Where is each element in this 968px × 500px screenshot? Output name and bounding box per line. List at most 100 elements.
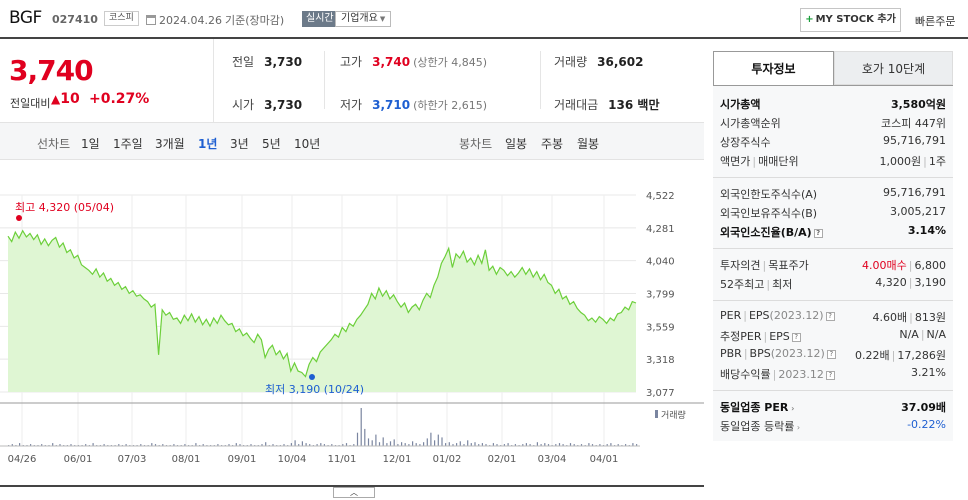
up-triangle-icon: ▲ (51, 92, 61, 106)
candle-daily[interactable]: 일봉 (505, 137, 528, 151)
candle-weekly[interactable]: 주봉 (541, 137, 564, 151)
sector-rate-row: 동일업종 등락률 › -0.22% (720, 418, 946, 436)
date-info: 2024.04.26 기준(장마감) (146, 12, 284, 28)
x-tick-label: 07/03 (118, 454, 147, 465)
foreign-limit-label: 외국인한도주식수(A) (720, 188, 818, 201)
eps-value: 813원 (914, 311, 946, 324)
period-1y[interactable]: 1년 (198, 137, 218, 151)
sector-per-label[interactable]: 동일업종 PER (720, 401, 789, 414)
x-tick-label: 04/26 (8, 454, 37, 465)
target-value: 6,800 (914, 259, 947, 272)
volume-bar (617, 444, 619, 446)
volume-bar (367, 438, 370, 446)
chevron-right-icon: › (794, 423, 801, 432)
tab-orderbook-10[interactable]: 호가 10단계 (834, 51, 953, 85)
cap-rank-value: 코스피 447위 (881, 117, 946, 130)
high-price: 고가 3,740 (상한가 4,845) (340, 53, 487, 70)
separator: | (923, 155, 927, 168)
volume-bar (283, 444, 285, 446)
per-row: PER | EPS(2023.12)? 4.60배 | 813원 (720, 309, 946, 327)
volume-bar (514, 444, 516, 446)
prev-close-label: 전일 (232, 55, 255, 69)
volume-bar (356, 432, 359, 446)
help-icon[interactable]: ? (813, 229, 823, 238)
est-eps-value: N/A (926, 328, 946, 341)
separator: | (763, 330, 768, 343)
volume-bar (492, 443, 494, 446)
candle-monthly[interactable]: 월봉 (577, 137, 600, 151)
plus-icon: + (805, 14, 814, 25)
market-cap-label: 시가총액 (720, 98, 761, 111)
volume-bar (529, 444, 531, 446)
pbr-label: PBR (720, 347, 742, 360)
help-icon[interactable]: ? (826, 350, 836, 359)
volume-bar (272, 444, 274, 446)
tab-investment-info[interactable]: 투자정보 (713, 51, 834, 85)
mystock-add-button[interactable]: + MY STOCK 추가 (800, 8, 901, 32)
cap-rank-row: 시가총액순위 코스피 447위 (720, 115, 946, 133)
volume-bar (441, 437, 443, 446)
help-icon[interactable]: ? (825, 371, 835, 380)
separator: | (752, 155, 757, 168)
period-5y[interactable]: 5년 (262, 137, 281, 151)
chevron-up-icon: ︿ (350, 488, 358, 497)
low-price-value: 3,710 (372, 98, 411, 112)
volume-bar (459, 441, 461, 447)
help-icon[interactable]: ? (791, 333, 801, 342)
help-icon[interactable]: ? (825, 312, 835, 321)
separator: | (772, 368, 777, 381)
volume-bar (503, 444, 505, 446)
y-tick-label: 3,318 (646, 355, 675, 366)
volume-bar (301, 441, 303, 447)
separator: | (909, 311, 913, 324)
stock-code: 027410 (52, 13, 98, 26)
x-tick-label: 06/01 (64, 454, 93, 465)
target-label: 목표주가 (768, 259, 809, 272)
y-tick-label: 4,040 (646, 257, 675, 268)
x-tick-label: 10/04 (278, 454, 307, 465)
opinion-label: 투자의견 (720, 259, 761, 272)
volume-bar (580, 444, 583, 446)
period-3m[interactable]: 3개월 (155, 137, 185, 151)
volume-bar (558, 443, 561, 446)
volume-bar (419, 444, 421, 446)
separator: | (908, 276, 913, 289)
period-10y[interactable]: 10년 (294, 137, 321, 151)
period-1w[interactable]: 1주일 (113, 137, 143, 151)
period-bar: 선차트 1일 1주일 3개월 1년 3년 5년 10년 봉차트 일봉 주봉 월봉 (0, 122, 704, 160)
mystock-add-label: MY STOCK 추가 (815, 14, 896, 25)
period-1d[interactable]: 1일 (81, 137, 100, 151)
foreign-hold-value: 3,005,217 (890, 205, 946, 218)
section-divider (713, 300, 953, 301)
chevron-down-icon: ▼ (379, 15, 386, 23)
volume-bar (382, 437, 384, 446)
y-tick-label: 4,281 (646, 224, 675, 235)
volume-bar (434, 440, 436, 446)
dividend-label: 배당수익률 (720, 368, 771, 381)
unit-label: 매매단위 (758, 155, 799, 168)
volume-bar (544, 443, 546, 446)
min-price-label: 최저 3,190 (10/24) (265, 383, 364, 396)
volume-bar (430, 432, 432, 446)
high-price-label: 고가 (340, 55, 363, 69)
period-3y[interactable]: 3년 (230, 137, 249, 151)
price-line (7, 229, 637, 378)
week52-row: 52주최고 | 최저 4,320 | 3,190 (720, 276, 946, 294)
prev-close-value: 3,730 (264, 55, 303, 69)
volume-bar (217, 444, 219, 446)
quick-order-link[interactable]: 빠른주문 (915, 15, 956, 28)
volume-bar (423, 442, 425, 446)
sector-rate-label[interactable]: 동일업종 등락률 (720, 420, 795, 433)
foreign-ratio-value: 3.14% (907, 224, 946, 237)
volume-bar (470, 443, 472, 446)
volume-bar (610, 443, 612, 446)
company-overview-button[interactable]: 기업개요 ▼ (335, 11, 392, 27)
x-tick-label: 11/01 (328, 454, 357, 465)
quote-divider (540, 51, 541, 109)
volume-bar (294, 440, 296, 446)
volume-bar (342, 444, 344, 446)
candle-chart-label: 봉차트 (459, 137, 493, 151)
chart-collapse-button[interactable]: ︿ (333, 487, 375, 498)
sector-rate-value: -0.22% (907, 418, 946, 431)
market-cap-row: 시가총액 3,580억원 (720, 96, 946, 114)
